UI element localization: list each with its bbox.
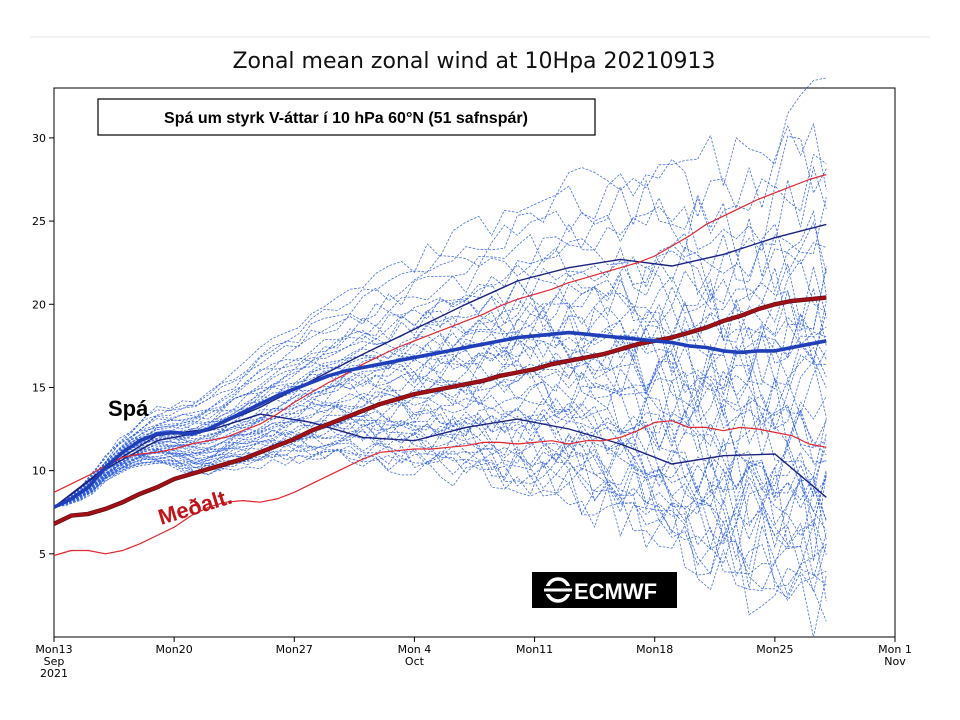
ensemble-member-line — [53, 425, 827, 550]
ensemble-member-line — [53, 242, 827, 508]
ensemble-member-line — [53, 326, 827, 508]
y-tick-label: 10 — [32, 465, 46, 478]
x-axis: Mon13 Sep 2021 Mon20 Mon27 Mon 4 Oct Mon11 Mon18… — [35, 637, 912, 680]
y-tick-label: 30 — [32, 132, 46, 145]
ensemble-mean-line — [53, 330, 827, 509]
ensemble-member-line — [53, 326, 827, 508]
series-lines — [53, 173, 827, 557]
x-tick-label: Mon18 — [636, 643, 673, 656]
ensemble-member-line — [53, 379, 827, 508]
ensemble-member-line — [53, 300, 827, 508]
logo-text: ECMWF — [574, 579, 657, 604]
ensemble-member-line — [53, 341, 827, 508]
climatology-bound-line — [53, 420, 827, 557]
ensemble-member-line — [53, 353, 827, 508]
ensemble-member-line — [53, 420, 827, 549]
ensemble-member-line — [53, 430, 827, 560]
ensemble-member-line — [53, 415, 827, 548]
y-tick-label: 20 — [32, 298, 46, 311]
y-axis: 5 10 15 20 25 30 — [32, 132, 54, 561]
ensemble-member-line — [53, 268, 827, 508]
chart-title: Zonal mean zonal wind at 10Hpa 20210913 — [232, 49, 715, 74]
ensemble-member-line — [53, 266, 827, 508]
ensemble-member-line — [53, 77, 827, 508]
climatology-mean-line — [53, 296, 827, 526]
ensemble-member-line — [53, 397, 827, 509]
ensemble-member-line — [53, 197, 827, 508]
annotation-text: Spá um styrk V-áttar í 10 hPa 60°N (51 s… — [164, 110, 528, 127]
climatology-bound-line — [53, 173, 827, 493]
ecmwf-symbol-icon — [542, 577, 574, 603]
x-tick-label: Mon13 Sep 2021 — [35, 643, 72, 680]
ensemble-member-line — [53, 414, 827, 523]
highlighted-member-line — [53, 413, 827, 508]
ensemble-lines — [53, 77, 827, 638]
ensemble-member-line — [53, 433, 827, 577]
y-tick-label: 15 — [32, 381, 46, 394]
y-tick-label: 25 — [32, 215, 46, 228]
ensemble-member-line — [53, 209, 827, 508]
ensemble-member-line — [53, 153, 827, 508]
ensemble-member-line — [53, 372, 827, 508]
x-tick-label: Mon27 — [276, 643, 313, 656]
ecmwf-logo: ECMWF — [532, 572, 677, 608]
ensemble-member-line — [53, 449, 827, 596]
ensemble-member-line — [53, 122, 827, 508]
ensemble-member-line — [53, 407, 827, 526]
ensemble-member-line — [53, 221, 827, 508]
ensemble-member-line — [53, 307, 827, 508]
ensemble-member-line — [53, 259, 827, 508]
ensemble-member-line — [53, 286, 827, 508]
x-tick-label: Mon 4 Oct — [398, 643, 432, 668]
annotation-frame — [97, 98, 596, 136]
x-tick-label: Mon11 — [516, 643, 553, 656]
x-tick-label: Mon25 — [756, 643, 793, 656]
plot-frame — [53, 87, 896, 638]
ensemble-member-line — [53, 421, 827, 562]
y-tick-label: 5 — [39, 548, 46, 561]
ensemble-member-line — [53, 262, 827, 508]
ensemble-member-line — [53, 135, 827, 508]
ensemble-member-line — [53, 443, 827, 594]
ensemble-member-line — [53, 355, 827, 508]
x-tick-label: Mon20 — [156, 643, 193, 656]
ensemble-member-line — [53, 434, 827, 601]
ensemble-member-line — [53, 446, 827, 602]
x-tick-label: Mon 1 Nov — [878, 643, 912, 668]
annotation-box: Spá um styrk V-áttar í 10 hPa 60°N (51 s… — [97, 98, 596, 136]
ensemble-member-line — [53, 414, 827, 540]
ensemble-member-line — [53, 442, 827, 586]
ensemble-member-line — [53, 444, 827, 622]
forecast-label: Spá — [108, 396, 149, 421]
